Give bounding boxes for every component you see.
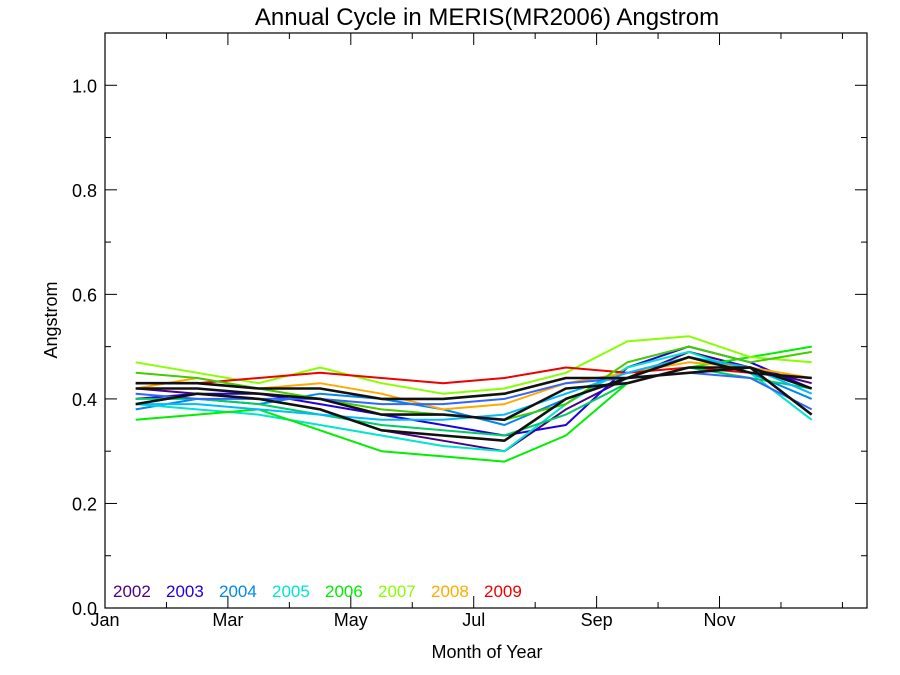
series-line-2007	[135, 335, 812, 395]
legend-entry-2006: 2006	[325, 582, 363, 601]
y-axis-label: Angstrom	[41, 281, 61, 358]
series-line-2006	[135, 345, 812, 463]
plot-frame	[104, 32, 868, 609]
x-tick-label: Jul	[462, 610, 485, 630]
y-axis: 0.0 0.2 0.4 0.6 0.8 1.0	[72, 76, 867, 619]
x-tick-label: Mar	[212, 610, 243, 630]
legend-entry-2007: 2007	[378, 582, 416, 601]
legend-entry-2002: 2002	[113, 582, 151, 601]
x-axis-label: Month of Year	[431, 642, 542, 662]
series-line-unlabeled-14	[135, 366, 813, 416]
legend-entry-2009: 2009	[484, 582, 522, 601]
series-lines	[135, 335, 813, 463]
x-tick-label: Nov	[704, 610, 736, 630]
y-tick-label: 0.0	[72, 599, 97, 619]
x-tick-label: May	[334, 610, 368, 630]
y-tick-label: 0.4	[72, 390, 97, 410]
x-tick-label: Jan	[90, 610, 119, 630]
y-tick-label: 1.0	[72, 76, 97, 96]
x-axis: Jan Mar May Jul Sep Nov	[90, 33, 843, 630]
legend-entry-2004: 2004	[219, 582, 257, 601]
series-line-unlabeled-8	[135, 366, 812, 437]
y-tick-label: 0.6	[72, 285, 97, 305]
series-line-unlabeled-12	[135, 355, 812, 443]
y-tick-label: 0.2	[72, 494, 97, 514]
series-line-2005	[135, 350, 813, 453]
legend: 2002 2003 2004 2005 2006 2007 2008 2009	[113, 582, 522, 601]
y-tick-label: 0.8	[72, 181, 97, 201]
legend-entry-2003: 2003	[166, 582, 204, 601]
legend-entry-2005: 2005	[272, 582, 310, 601]
chart-title: Annual Cycle in MERIS(MR2006) Angstrom	[255, 4, 719, 31]
legend-entry-2008: 2008	[431, 582, 469, 601]
x-tick-label: Sep	[581, 610, 613, 630]
series-line-unlabeled-13	[135, 366, 813, 422]
